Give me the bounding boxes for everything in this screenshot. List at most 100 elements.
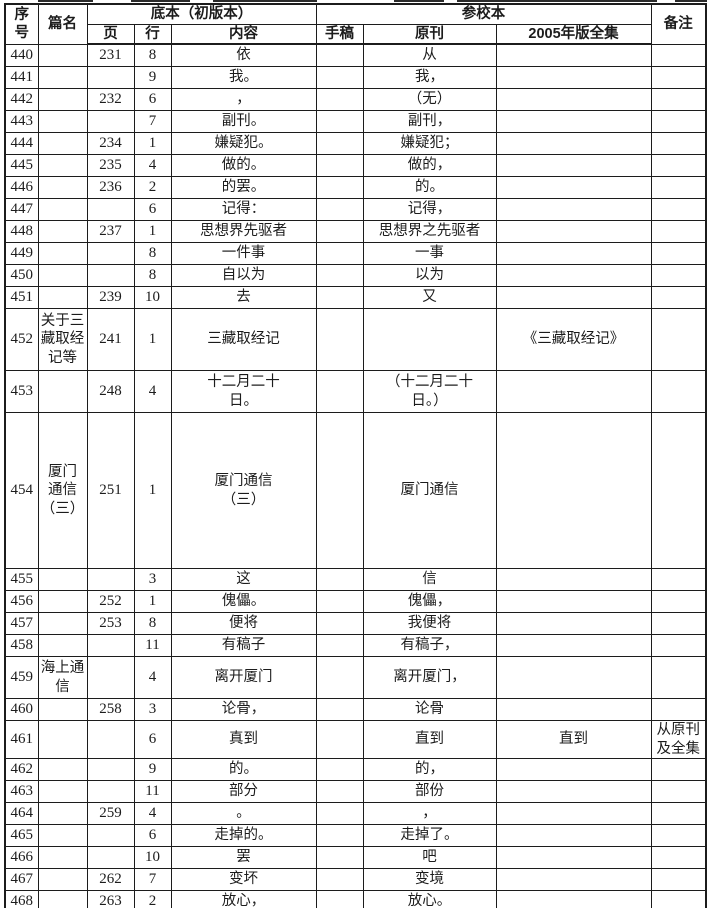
cell-original: 记得， (362, 198, 497, 222)
col-header-content: 内容 (170, 23, 317, 46)
col-header-original: 原刊 (362, 23, 497, 46)
cell-title (37, 698, 88, 722)
cell-manuscript (315, 590, 364, 614)
cell-original: 我， (362, 66, 497, 90)
cell-2005-works (495, 286, 652, 310)
cell-manuscript (315, 698, 364, 722)
cell-title (37, 802, 88, 826)
table-row: 456 252 1 傀儡。 傀儡， (4, 590, 707, 614)
cell-line: 3 (133, 568, 172, 592)
cell-line: 6 (133, 88, 172, 112)
cell-2005-works (495, 890, 652, 908)
table-row: 449 8 一件事 一事 (4, 242, 707, 266)
cell-page (86, 198, 135, 222)
cell-page: 241 (86, 308, 135, 372)
cell-title (37, 370, 88, 414)
table-row: 468 263 2 放心， 放心。 (4, 890, 707, 908)
cell-line: 10 (133, 286, 172, 310)
cell-page: 262 (86, 868, 135, 892)
cell-page (86, 824, 135, 848)
cell-serial: 467 (4, 868, 39, 892)
cell-content: 论骨， (170, 698, 317, 722)
cell-title (37, 132, 88, 156)
table-row: 466 10 罢 吧 (4, 846, 707, 870)
table-row: 440 231 8 依 从 (4, 43, 707, 68)
cell-remarks (650, 656, 707, 700)
cell-title: 海上通 信 (37, 656, 88, 700)
cell-serial: 446 (4, 176, 39, 200)
cell-original: 变境 (362, 868, 497, 892)
cell-serial: 457 (4, 612, 39, 636)
cell-2005-works (495, 412, 652, 570)
cell-original: 嫌疑犯； (362, 132, 497, 156)
cell-title (37, 110, 88, 134)
cell-original: 一事 (362, 242, 497, 266)
cell-content: 。 (170, 802, 317, 826)
cell-original (362, 308, 497, 372)
cell-remarks (650, 242, 707, 266)
cell-original: 的。 (362, 176, 497, 200)
table-row: 461 6 真到 直到 直到 从原刊 及全集 (4, 720, 707, 760)
cell-title (37, 568, 88, 592)
cell-title (37, 720, 88, 760)
cell-content: 离开厦门 (170, 656, 317, 700)
cell-2005-works (495, 154, 652, 178)
cell-page: 234 (86, 132, 135, 156)
cell-serial: 442 (4, 88, 39, 112)
cell-page: 237 (86, 220, 135, 244)
cell-line: 8 (133, 43, 172, 68)
cell-title (37, 634, 88, 658)
cell-page: 253 (86, 612, 135, 636)
cell-remarks (650, 568, 707, 592)
table-row: 453 248 4 十二月二十 日。 （十二月二十 日。） (4, 370, 707, 414)
cell-line: 1 (133, 308, 172, 372)
cell-manuscript (315, 890, 364, 908)
cell-serial: 440 (4, 43, 39, 68)
cell-remarks (650, 132, 707, 156)
cell-serial: 453 (4, 370, 39, 414)
cell-line: 11 (133, 634, 172, 658)
cell-manuscript (315, 612, 364, 636)
table-row: 441 9 我。 我， (4, 66, 707, 90)
cell-line: 2 (133, 890, 172, 908)
cell-page (86, 758, 135, 782)
table-row: 442 232 6， （无） (4, 88, 707, 112)
cell-manuscript (315, 824, 364, 848)
cell-content: 依 (170, 43, 317, 68)
cell-serial: 459 (4, 656, 39, 700)
cell-manuscript (315, 758, 364, 782)
cell-title (37, 264, 88, 288)
cell-line: 1 (133, 412, 172, 570)
cell-original: 傀儡， (362, 590, 497, 614)
table-row: 446 236 2 的罢。 的。 (4, 176, 707, 200)
cell-2005-works (495, 568, 652, 592)
table-row: 460 258 3 论骨， 论骨 (4, 698, 707, 722)
cell-line: 4 (133, 802, 172, 826)
cell-page: 248 (86, 370, 135, 414)
cell-original: 信 (362, 568, 497, 592)
cell-line: 2 (133, 176, 172, 200)
cell-title (37, 66, 88, 90)
cell-line: 9 (133, 66, 172, 90)
cell-manuscript (315, 308, 364, 372)
cell-2005-works (495, 590, 652, 614)
cell-2005-works (495, 176, 652, 200)
cell-original: 论骨 (362, 698, 497, 722)
cell-serial: 449 (4, 242, 39, 266)
cell-remarks (650, 66, 707, 90)
table-row: 447 6 记得： 记得， (4, 198, 707, 222)
cell-page: 251 (86, 412, 135, 570)
cell-page: 239 (86, 286, 135, 310)
cell-2005-works (495, 198, 652, 222)
cell-title (37, 154, 88, 178)
table-row: 457 253 8 便将 我便将 (4, 612, 707, 636)
cell-line: 1 (133, 132, 172, 156)
cell-manuscript (315, 154, 364, 178)
cell-title (37, 88, 88, 112)
cell-line: 1 (133, 590, 172, 614)
col-header-line: 行 (133, 23, 172, 46)
cell-page (86, 568, 135, 592)
cell-title (37, 220, 88, 244)
cell-2005-works (495, 634, 652, 658)
